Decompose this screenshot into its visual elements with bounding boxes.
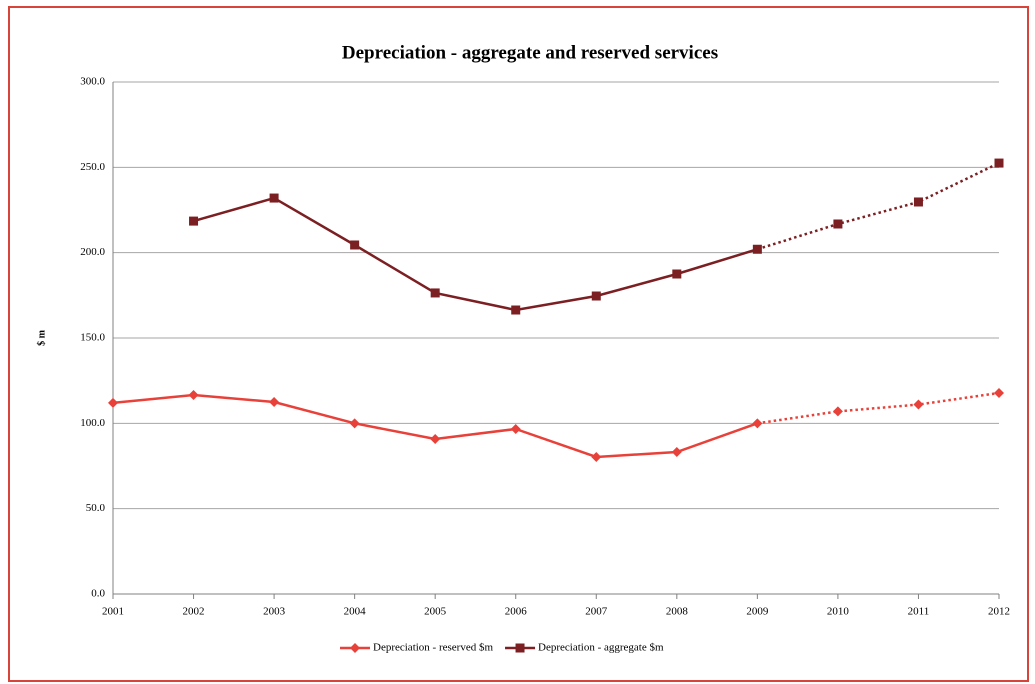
marker [752,418,763,429]
series-line [112,393,758,459]
marker [671,447,682,458]
y-tick-label: 0.0 [91,588,105,600]
marker [994,158,1004,168]
x-tick-label: 2011 [908,606,930,618]
frame [8,6,1029,682]
x-tick-label: 2012 [988,606,1010,618]
marker [591,451,602,462]
marker [430,434,441,445]
marker [832,406,843,417]
marker [108,397,118,408]
series-line [756,161,1000,251]
y-tick-label: 100.0 [80,417,105,429]
x-tick-label: 2004 [344,606,367,618]
x-tick-label: 2005 [424,606,447,618]
marker [510,423,521,434]
marker [511,305,521,315]
legend-label: Depreciation - aggregate $m [538,642,664,654]
y-tick-label: 50.0 [86,502,106,514]
y-tick-label: 200.0 [80,246,105,258]
x-tick-label: 2002 [183,606,205,618]
series-line [193,196,758,312]
marker [591,291,601,301]
y-tick-label: 300.0 [80,76,105,88]
x-tick-label: 2008 [666,606,689,618]
x-tick-label: 2010 [827,606,850,618]
marker [833,219,843,229]
legend-label: Depreciation - reserved $m [373,642,493,654]
marker [515,643,525,653]
marker [350,643,360,653]
series-line [757,391,1000,425]
marker [752,244,762,254]
x-tick-label: 2003 [263,606,286,618]
marker [913,399,924,410]
marker [350,240,360,250]
marker [672,269,682,279]
marker [349,418,360,429]
marker [430,288,440,298]
x-tick-label: 2009 [746,606,769,618]
marker [269,193,279,203]
marker [913,197,923,207]
x-tick-label: 2006 [505,606,528,618]
marker [189,216,199,226]
y-tick-label: 150.0 [80,332,105,344]
x-tick-label: 2001 [102,606,124,618]
y-axis-label: $ m [36,329,47,346]
chart-title: Depreciation - aggregate and reserved se… [342,42,718,63]
x-tick-label: 2007 [585,606,608,618]
marker [994,387,1004,398]
marker [188,390,199,401]
marker [269,397,280,407]
y-tick-label: 250.0 [80,161,105,173]
